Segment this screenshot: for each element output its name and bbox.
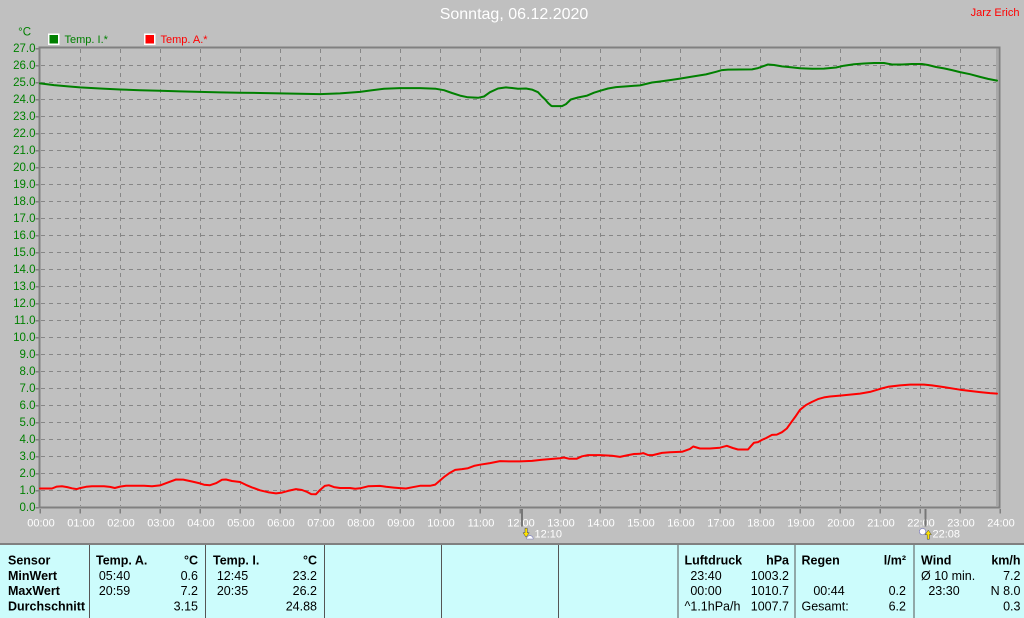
svg-text:20:00: 20:00: [827, 518, 855, 530]
svg-text:12:10: 12:10: [535, 529, 563, 541]
svg-text:09:00: 09:00: [387, 518, 415, 530]
svg-text:20:35: 20:35: [217, 584, 248, 598]
svg-text:Ø 10 min.: Ø 10 min.: [921, 569, 975, 583]
svg-text:20.0: 20.0: [13, 162, 35, 174]
svg-text:22.0: 22.0: [13, 128, 35, 140]
svg-text:08:00: 08:00: [347, 518, 375, 530]
svg-text:Regen: Regen: [802, 554, 840, 568]
svg-text:14:00: 14:00: [587, 518, 615, 530]
svg-text:12.0: 12.0: [13, 298, 35, 310]
svg-text:21.0: 21.0: [13, 145, 35, 157]
svg-text:2.0: 2.0: [20, 468, 36, 480]
svg-text:03:00: 03:00: [147, 518, 175, 530]
svg-text:06:00: 06:00: [267, 518, 295, 530]
svg-text:02:00: 02:00: [107, 518, 135, 530]
svg-text:0.3: 0.3: [1003, 600, 1020, 614]
svg-text:3.0: 3.0: [20, 451, 36, 463]
svg-text:12:00: 12:00: [507, 518, 535, 530]
svg-text:05:40: 05:40: [99, 569, 130, 583]
svg-text:10:00: 10:00: [427, 518, 455, 530]
svg-text:13:00: 13:00: [547, 518, 575, 530]
svg-text:°C: °C: [184, 554, 198, 568]
svg-text:4.0: 4.0: [20, 434, 36, 446]
svg-text:7.0: 7.0: [20, 383, 36, 395]
svg-text:24.88: 24.88: [286, 600, 317, 614]
svg-text:1003.2: 1003.2: [751, 569, 789, 583]
svg-text:23.0: 23.0: [13, 111, 35, 123]
svg-text:Jarz Erich: Jarz Erich: [971, 7, 1020, 19]
svg-text:24.0: 24.0: [13, 94, 35, 106]
svg-text:Gesamt:: Gesamt:: [802, 600, 849, 614]
svg-text:6.2: 6.2: [889, 600, 906, 614]
svg-text:22:00: 22:00: [907, 518, 935, 530]
svg-text:km/h: km/h: [991, 554, 1020, 568]
svg-text:9.0: 9.0: [20, 349, 36, 361]
svg-text:3.15: 3.15: [174, 600, 198, 614]
svg-text:Temp. I.: Temp. I.: [213, 554, 259, 568]
svg-text:0.2: 0.2: [889, 584, 906, 598]
svg-text:°C: °C: [18, 27, 31, 39]
svg-text:0.0: 0.0: [20, 502, 36, 514]
svg-text:22:08: 22:08: [933, 529, 961, 541]
svg-text:00:44: 00:44: [813, 584, 844, 598]
svg-text:Sensor: Sensor: [8, 554, 51, 568]
svg-text:hPa: hPa: [766, 554, 790, 568]
svg-text:Durchschnitt: Durchschnitt: [8, 600, 86, 614]
svg-text:23:00: 23:00: [947, 518, 975, 530]
svg-text:26.0: 26.0: [13, 60, 35, 72]
svg-text:25.0: 25.0: [13, 77, 35, 89]
svg-text:7.2: 7.2: [181, 584, 198, 598]
svg-text:1.0: 1.0: [20, 485, 36, 497]
svg-text:00:00: 00:00: [690, 584, 721, 598]
svg-text:°C: °C: [303, 554, 317, 568]
svg-text:18.0: 18.0: [13, 196, 35, 208]
svg-text:8.0: 8.0: [20, 366, 36, 378]
svg-text:00:00: 00:00: [27, 518, 55, 530]
svg-text:1007.7: 1007.7: [751, 600, 789, 614]
svg-text:13.0: 13.0: [13, 281, 35, 293]
svg-text:18:00: 18:00: [747, 518, 775, 530]
svg-text:15:00: 15:00: [627, 518, 655, 530]
svg-text:20:59: 20:59: [99, 584, 130, 598]
svg-text:23:30: 23:30: [928, 584, 959, 598]
svg-text:15.0: 15.0: [13, 247, 35, 259]
svg-text:14.0: 14.0: [13, 264, 35, 276]
svg-text:Temp. A.: Temp. A.: [96, 554, 147, 568]
svg-text:01:00: 01:00: [67, 518, 95, 530]
svg-text:MaxWert: MaxWert: [8, 584, 61, 598]
svg-text:23.2: 23.2: [293, 569, 317, 583]
svg-text:16.0: 16.0: [13, 230, 35, 242]
svg-text:N 8.0: N 8.0: [991, 584, 1021, 598]
svg-text:16:00: 16:00: [667, 518, 695, 530]
svg-text:5.0: 5.0: [20, 417, 36, 429]
svg-text:l/m²: l/m²: [884, 554, 906, 568]
svg-text:04:00: 04:00: [187, 518, 215, 530]
svg-text:11:00: 11:00: [468, 518, 495, 530]
svg-text:05:00: 05:00: [227, 518, 255, 530]
svg-text:Sonntag, 06.12.2020: Sonntag, 06.12.2020: [440, 6, 589, 23]
svg-text:24:00: 24:00: [987, 518, 1015, 530]
svg-text:23:40: 23:40: [690, 569, 721, 583]
svg-text:Wind: Wind: [921, 554, 951, 568]
svg-text:Temp. A.*: Temp. A.*: [161, 34, 209, 46]
svg-text:19:00: 19:00: [787, 518, 815, 530]
svg-text:Luftdruck: Luftdruck: [685, 554, 743, 568]
svg-text:MinWert: MinWert: [8, 569, 58, 583]
svg-text:0.6: 0.6: [181, 569, 198, 583]
svg-text:11.0: 11.0: [14, 315, 36, 327]
svg-text:Temp. I.*: Temp. I.*: [65, 34, 109, 46]
svg-text:26.2: 26.2: [293, 584, 317, 598]
svg-text:07:00: 07:00: [307, 518, 335, 530]
svg-text:17:00: 17:00: [707, 518, 735, 530]
svg-text:12:45: 12:45: [217, 569, 248, 583]
svg-text:17.0: 17.0: [13, 213, 35, 225]
svg-text:6.0: 6.0: [20, 400, 36, 412]
svg-text:^1.1hPa/h: ^1.1hPa/h: [685, 600, 741, 614]
svg-text:1010.7: 1010.7: [751, 584, 789, 598]
svg-text:10.0: 10.0: [13, 332, 35, 344]
svg-text:7.2: 7.2: [1003, 569, 1020, 583]
svg-text:21:00: 21:00: [867, 518, 895, 530]
svg-text:27.0: 27.0: [13, 43, 35, 55]
svg-text:19.0: 19.0: [13, 179, 35, 191]
